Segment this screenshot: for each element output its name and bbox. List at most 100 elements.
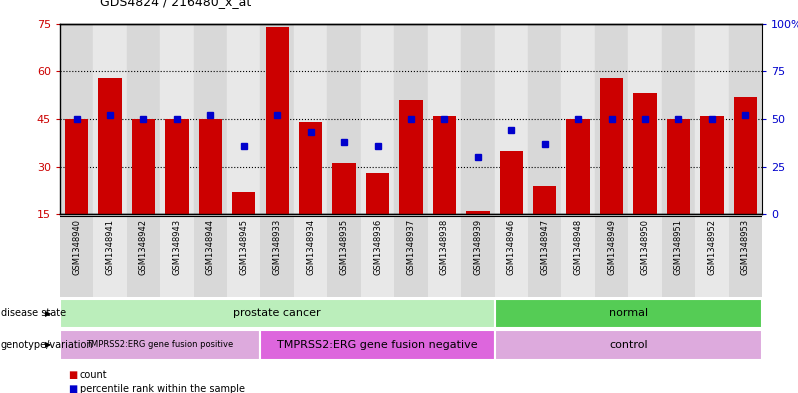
Bar (361, 216, 394, 297)
Bar (600, 77, 623, 214)
Bar (294, 216, 327, 297)
Bar (399, 100, 423, 214)
Bar (495, 24, 528, 214)
Text: TMPRSS2:ERG gene fusion positive: TMPRSS2:ERG gene fusion positive (86, 340, 234, 349)
Bar (132, 119, 155, 214)
Bar (165, 119, 188, 214)
Bar (266, 27, 289, 214)
Bar (227, 24, 260, 214)
Text: GSM1348951: GSM1348951 (674, 219, 683, 275)
Bar (562, 216, 595, 297)
Bar (662, 24, 695, 214)
Text: ■: ■ (68, 370, 77, 380)
Text: GSM1348944: GSM1348944 (206, 219, 215, 275)
Bar (160, 24, 194, 214)
Text: GSM1348947: GSM1348947 (540, 219, 549, 275)
Text: GSM1348942: GSM1348942 (139, 219, 148, 275)
Text: GSM1348952: GSM1348952 (708, 219, 717, 275)
Bar (194, 24, 227, 214)
Bar (461, 24, 495, 214)
Bar (700, 116, 724, 214)
Text: GSM1348939: GSM1348939 (473, 219, 482, 275)
Bar (433, 116, 456, 214)
Bar (60, 216, 93, 297)
Text: ▶: ▶ (45, 340, 52, 349)
Text: prostate cancer: prostate cancer (233, 309, 321, 318)
Bar (127, 24, 160, 214)
Text: genotype/variation: genotype/variation (1, 340, 93, 350)
Text: disease state: disease state (1, 309, 66, 318)
Bar (365, 173, 389, 214)
Bar (160, 216, 194, 297)
Bar (394, 24, 428, 214)
Bar (495, 330, 762, 360)
Bar (729, 216, 762, 297)
Text: GSM1348950: GSM1348950 (641, 219, 650, 275)
Bar (60, 299, 495, 328)
Text: GSM1348935: GSM1348935 (340, 219, 349, 275)
Text: GSM1348949: GSM1348949 (607, 219, 616, 275)
Bar (199, 119, 222, 214)
Text: ▶: ▶ (45, 309, 52, 318)
Bar (60, 24, 93, 214)
Bar (667, 119, 690, 214)
Bar (65, 119, 89, 214)
Bar (595, 24, 628, 214)
Bar (528, 24, 562, 214)
Bar (60, 330, 260, 360)
Text: GSM1348948: GSM1348948 (574, 219, 583, 275)
Bar (361, 24, 394, 214)
Text: GSM1348941: GSM1348941 (105, 219, 114, 275)
Bar (533, 185, 556, 214)
Text: control: control (609, 340, 648, 350)
Text: GSM1348943: GSM1348943 (172, 219, 181, 275)
Bar (93, 24, 127, 214)
Bar (562, 24, 595, 214)
Bar (428, 216, 461, 297)
Text: count: count (80, 370, 108, 380)
Bar (227, 216, 260, 297)
Bar (461, 216, 495, 297)
Bar (194, 216, 227, 297)
Bar (628, 24, 662, 214)
Text: GSM1348933: GSM1348933 (273, 219, 282, 275)
Text: percentile rank within the sample: percentile rank within the sample (80, 384, 245, 393)
Bar (333, 163, 356, 214)
Text: GSM1348934: GSM1348934 (306, 219, 315, 275)
Bar (232, 192, 255, 214)
Bar (500, 151, 523, 214)
Bar (495, 216, 528, 297)
Bar (260, 216, 294, 297)
Bar (294, 24, 327, 214)
Bar (567, 119, 590, 214)
Bar (327, 24, 361, 214)
Bar (528, 216, 562, 297)
Text: TMPRSS2:ERG gene fusion negative: TMPRSS2:ERG gene fusion negative (277, 340, 478, 350)
Bar (733, 97, 757, 214)
Bar (394, 216, 428, 297)
Text: ■: ■ (68, 384, 77, 393)
Text: GSM1348953: GSM1348953 (741, 219, 750, 275)
Text: normal: normal (609, 309, 648, 318)
Bar (299, 122, 322, 214)
Bar (695, 216, 729, 297)
Text: GSM1348946: GSM1348946 (507, 219, 516, 275)
Bar (628, 216, 662, 297)
Text: GDS4824 / 216480_x_at: GDS4824 / 216480_x_at (100, 0, 251, 8)
Bar (260, 24, 294, 214)
Bar (695, 24, 729, 214)
Bar (729, 24, 762, 214)
Text: GSM1348936: GSM1348936 (373, 219, 382, 275)
Bar (260, 330, 495, 360)
Text: GSM1348945: GSM1348945 (239, 219, 248, 275)
Bar (495, 299, 762, 328)
Bar (662, 216, 695, 297)
Bar (327, 216, 361, 297)
Bar (428, 24, 461, 214)
Text: GSM1348937: GSM1348937 (406, 219, 416, 275)
Bar (93, 216, 127, 297)
Bar (466, 211, 489, 214)
Bar (127, 216, 160, 297)
Bar (98, 77, 122, 214)
Bar (634, 94, 657, 214)
